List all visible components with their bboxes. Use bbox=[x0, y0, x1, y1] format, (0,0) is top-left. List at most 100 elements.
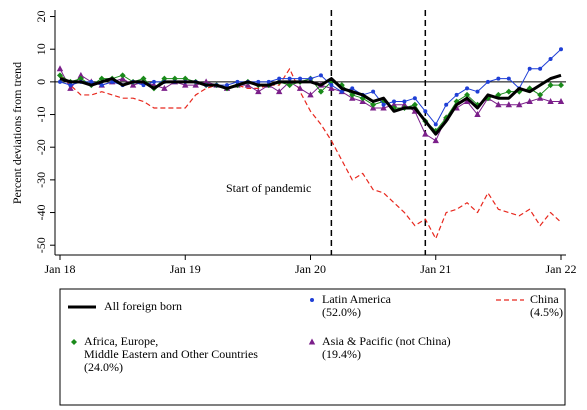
point bbox=[474, 111, 481, 118]
point bbox=[277, 76, 282, 81]
point bbox=[57, 72, 63, 79]
point bbox=[401, 101, 408, 108]
point bbox=[161, 84, 168, 91]
point bbox=[390, 101, 398, 108]
legend-item: Africa, Europe, Middle Eastern and Other … bbox=[71, 334, 258, 374]
point bbox=[381, 102, 386, 107]
point bbox=[119, 72, 126, 79]
point bbox=[463, 97, 471, 104]
point bbox=[558, 82, 564, 89]
point bbox=[496, 76, 501, 81]
point bbox=[56, 65, 64, 72]
y-axis-label: Percent deviations from trend bbox=[10, 62, 24, 204]
point bbox=[465, 86, 470, 91]
legend-label: Africa, Europe, Middle Eastern and Other … bbox=[84, 334, 258, 374]
point bbox=[296, 84, 304, 91]
y-tick-label: -30 bbox=[34, 172, 48, 188]
point bbox=[380, 104, 387, 111]
point bbox=[308, 338, 316, 345]
series-line bbox=[59, 68, 562, 240]
point bbox=[182, 81, 189, 88]
point bbox=[454, 92, 459, 97]
point bbox=[329, 83, 334, 88]
point bbox=[235, 79, 240, 84]
legend-item: Asia & Pacific (not China) (19.4%) bbox=[308, 334, 451, 361]
point bbox=[547, 97, 554, 104]
legend-label: Latin America (52.0%) bbox=[322, 292, 392, 319]
point bbox=[275, 88, 283, 95]
point bbox=[411, 101, 418, 108]
point bbox=[423, 109, 428, 114]
legend-label: Asia & Pacific (not China) (19.4%) bbox=[322, 334, 451, 361]
y-tick-label: 20 bbox=[34, 11, 48, 23]
point bbox=[371, 89, 376, 94]
point bbox=[422, 130, 429, 137]
point bbox=[308, 76, 313, 81]
point bbox=[506, 76, 511, 81]
point bbox=[182, 75, 189, 82]
legend-item: China (4.5%) bbox=[496, 292, 563, 319]
point bbox=[475, 89, 480, 94]
point bbox=[485, 79, 490, 84]
point bbox=[432, 137, 439, 144]
point bbox=[266, 79, 271, 84]
point bbox=[559, 47, 563, 52]
point bbox=[77, 75, 84, 82]
legend-label: All foreign born bbox=[104, 299, 182, 313]
point bbox=[370, 101, 377, 108]
point bbox=[317, 88, 324, 95]
point bbox=[433, 122, 438, 127]
point bbox=[495, 101, 502, 108]
point bbox=[328, 84, 335, 91]
annotation: Start of pandemic bbox=[226, 181, 311, 195]
point bbox=[392, 99, 396, 104]
point bbox=[255, 88, 262, 95]
point bbox=[89, 79, 94, 84]
point bbox=[202, 78, 210, 85]
x-tick-label: Jan 22 bbox=[546, 262, 577, 276]
point bbox=[318, 73, 323, 78]
point bbox=[99, 83, 104, 88]
point bbox=[527, 66, 532, 71]
point bbox=[151, 79, 156, 84]
point bbox=[256, 79, 261, 84]
y-tick-label: 10 bbox=[34, 43, 48, 55]
x-tick-label: Jan 18 bbox=[45, 262, 76, 276]
point bbox=[538, 66, 543, 71]
point bbox=[171, 75, 178, 82]
point bbox=[548, 57, 553, 61]
point bbox=[161, 75, 168, 82]
point bbox=[77, 71, 85, 78]
point bbox=[71, 339, 77, 345]
point bbox=[505, 88, 512, 95]
legend-label: China (4.5%) bbox=[530, 292, 563, 319]
point bbox=[307, 91, 314, 98]
point bbox=[287, 76, 292, 81]
point bbox=[547, 82, 554, 89]
y-tick-label: -50 bbox=[34, 237, 48, 253]
y-tick-label: 0 bbox=[34, 79, 48, 85]
point bbox=[464, 91, 471, 98]
point bbox=[225, 83, 229, 88]
y-tick-label: -10 bbox=[34, 107, 48, 123]
point bbox=[412, 96, 417, 101]
y-tick-label: -20 bbox=[34, 139, 48, 155]
point bbox=[298, 76, 303, 81]
point bbox=[310, 298, 314, 302]
x-tick-label: Jan 20 bbox=[295, 262, 326, 276]
y-tick-label: -40 bbox=[34, 205, 48, 221]
point bbox=[505, 101, 513, 108]
series-line bbox=[59, 73, 562, 136]
x-tick-label: Jan 19 bbox=[170, 262, 201, 276]
point bbox=[557, 97, 565, 104]
legend-item: Latin America (52.0%) bbox=[310, 292, 392, 319]
point bbox=[402, 99, 407, 104]
point bbox=[339, 89, 344, 94]
point bbox=[140, 75, 147, 82]
point bbox=[67, 84, 74, 91]
legend-item: All foreign born bbox=[68, 299, 182, 313]
point bbox=[68, 83, 73, 88]
point bbox=[516, 101, 523, 108]
